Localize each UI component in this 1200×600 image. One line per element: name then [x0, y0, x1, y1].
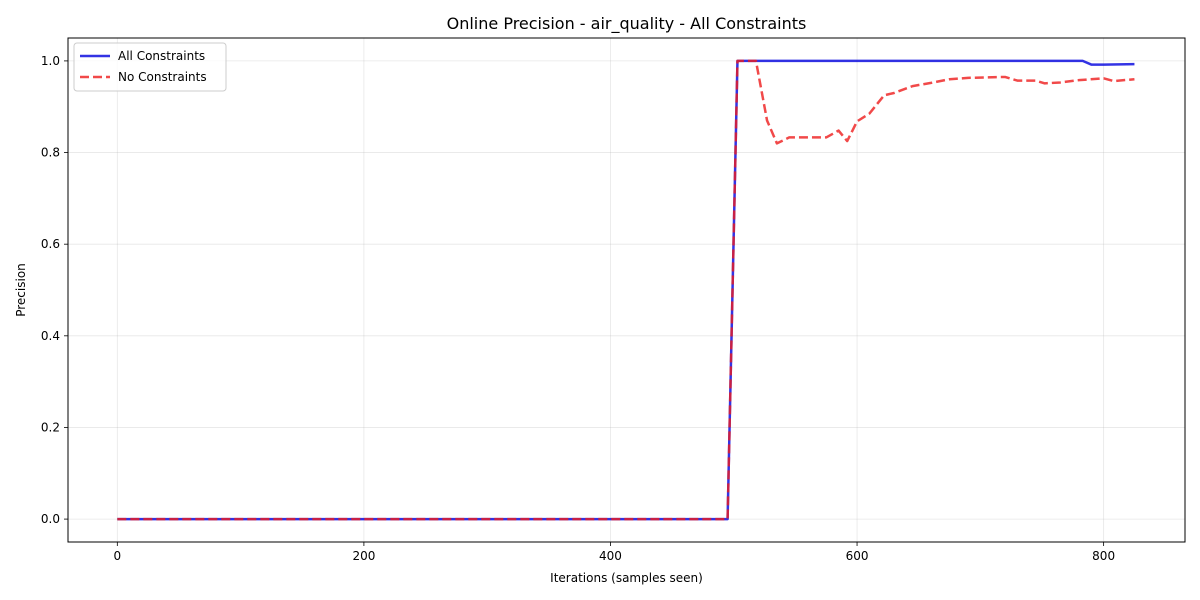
plot-frame — [67, 37, 1186, 543]
tick-layer: 0 200 400 600 800 0.0 0.2 0.4 0.6 0.8 1.0 — [41, 54, 1115, 563]
y-tick-label: 0.6 — [41, 237, 60, 251]
series-line-all-constraints — [117, 59, 1135, 521]
legend: All Constraints No Constraints — [73, 42, 227, 92]
legend-box — [73, 42, 227, 92]
x-tick-label: 0 — [113, 549, 121, 563]
legend-label: All Constraints — [118, 49, 205, 63]
y-tick-label: 0.2 — [41, 420, 60, 434]
x-tick-label: 200 — [352, 549, 375, 563]
x-tick-label: 600 — [846, 549, 869, 563]
chart-title: Online Precision - air_quality - All Con… — [447, 14, 807, 34]
x-tick-label: 400 — [599, 549, 622, 563]
series-line-no-constraints — [117, 59, 1135, 521]
y-tick-label: 0.4 — [41, 329, 60, 343]
x-tick-label: 800 — [1092, 549, 1115, 563]
y-tick-label: 0.0 — [41, 512, 60, 526]
y-tick-label: 0.8 — [41, 146, 60, 160]
legend-label: No Constraints — [118, 70, 207, 84]
y-axis-label: Precision — [14, 263, 28, 317]
series-layer — [117, 59, 1135, 521]
x-axis-label: Iterations (samples seen) — [550, 571, 703, 585]
y-tick-label: 1.0 — [41, 54, 60, 68]
